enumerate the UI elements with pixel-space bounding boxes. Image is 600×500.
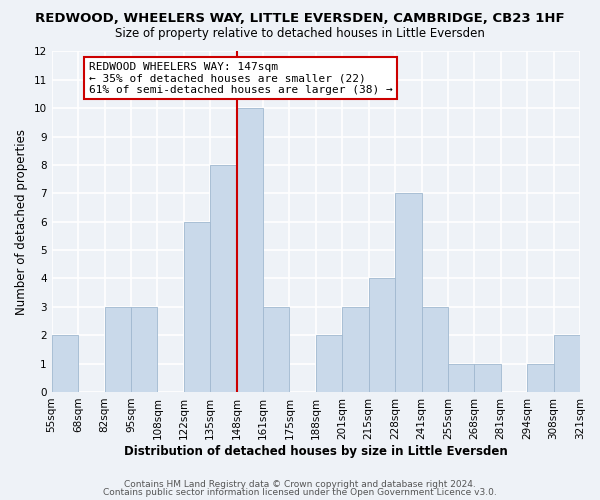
Bar bbox=[421, 307, 448, 392]
Text: Contains HM Land Registry data © Crown copyright and database right 2024.: Contains HM Land Registry data © Crown c… bbox=[124, 480, 476, 489]
Text: REDWOOD, WHEELERS WAY, LITTLE EVERSDEN, CAMBRIDGE, CB23 1HF: REDWOOD, WHEELERS WAY, LITTLE EVERSDEN, … bbox=[35, 12, 565, 26]
Bar bbox=[448, 364, 475, 392]
Bar bbox=[236, 108, 263, 392]
Bar bbox=[131, 307, 157, 392]
Bar bbox=[184, 222, 210, 392]
Text: Contains public sector information licensed under the Open Government Licence v3: Contains public sector information licen… bbox=[103, 488, 497, 497]
Bar bbox=[263, 307, 289, 392]
Bar bbox=[316, 335, 342, 392]
Bar bbox=[395, 194, 421, 392]
Bar bbox=[554, 335, 580, 392]
Bar bbox=[368, 278, 395, 392]
Text: Size of property relative to detached houses in Little Eversden: Size of property relative to detached ho… bbox=[115, 28, 485, 40]
Text: REDWOOD WHEELERS WAY: 147sqm
← 35% of detached houses are smaller (22)
61% of se: REDWOOD WHEELERS WAY: 147sqm ← 35% of de… bbox=[89, 62, 392, 95]
Bar bbox=[104, 307, 131, 392]
Bar bbox=[342, 307, 368, 392]
Y-axis label: Number of detached properties: Number of detached properties bbox=[15, 128, 28, 314]
Bar bbox=[210, 165, 236, 392]
Bar bbox=[52, 335, 78, 392]
X-axis label: Distribution of detached houses by size in Little Eversden: Distribution of detached houses by size … bbox=[124, 444, 508, 458]
Bar bbox=[475, 364, 501, 392]
Bar bbox=[527, 364, 554, 392]
